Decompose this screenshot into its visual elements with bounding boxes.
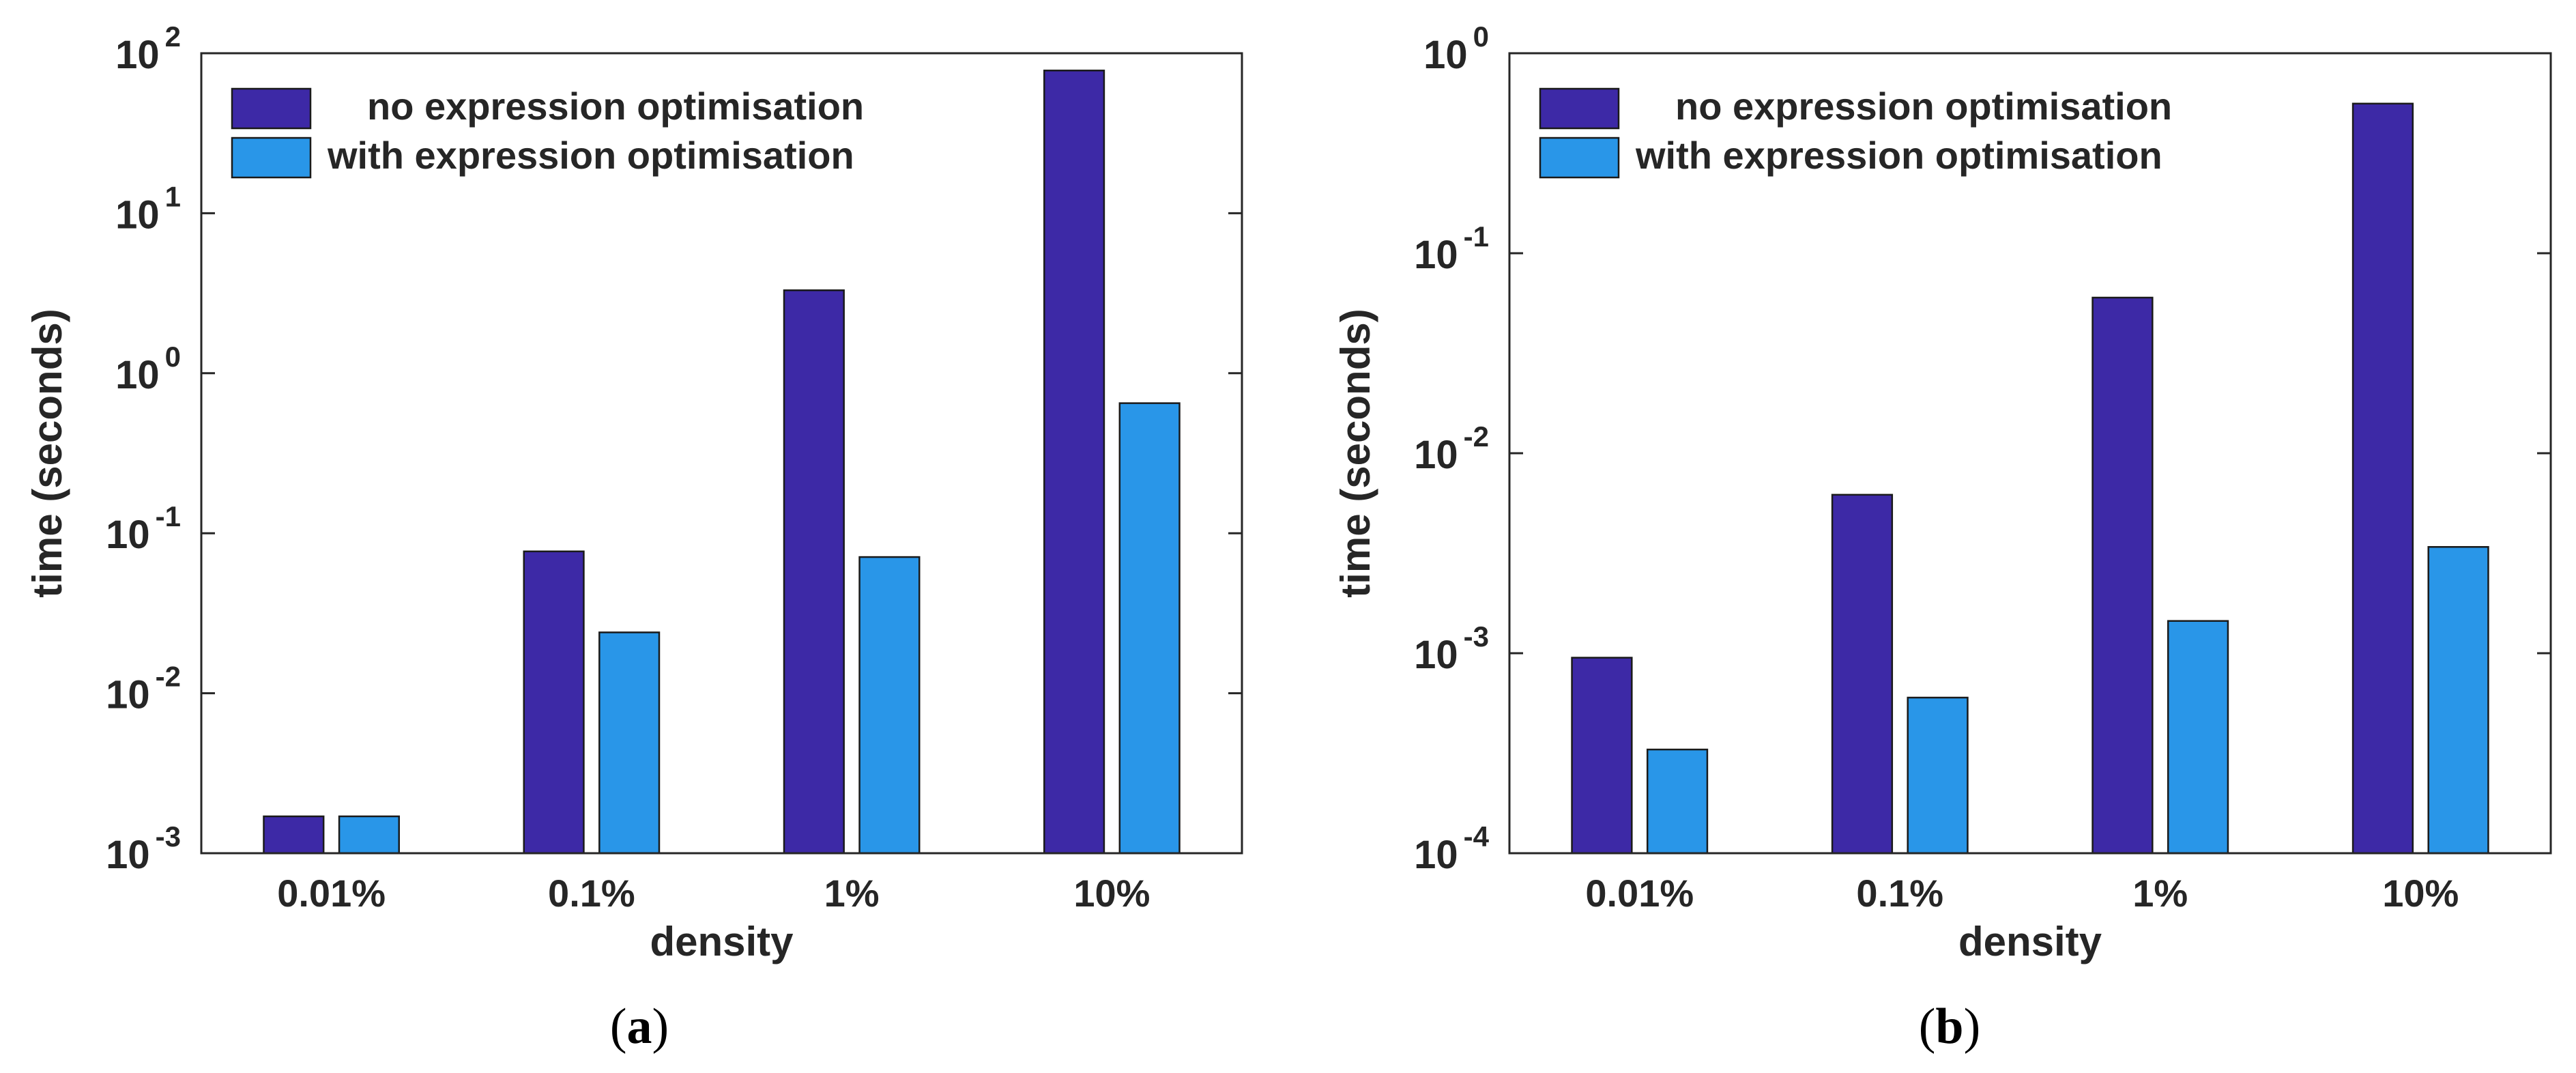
y-tick-label: 10 1 bbox=[115, 180, 181, 237]
y-tick-label: 10 -3 bbox=[106, 820, 181, 877]
chart-b: 0.01% 0.1% 1% 10% 10-4 10-3 10-2 10-1 10 0 density… bbox=[1333, 20, 2552, 1055]
legend-swatch bbox=[1539, 137, 1620, 179]
y-axis-label: time (seconds) bbox=[25, 309, 70, 597]
legend-label: no expression optimisation bbox=[1675, 85, 2172, 128]
y-tick-label: 10 -3 bbox=[1414, 620, 1489, 677]
bar-no-opt-1 bbox=[1831, 493, 1894, 855]
caption: (a) bbox=[610, 999, 669, 1055]
y-tick-label: 10 -2 bbox=[106, 661, 181, 717]
legend-label: with expression optimisation bbox=[327, 134, 854, 177]
y-tick-label: 10 -1 bbox=[1414, 220, 1489, 277]
bar-with-opt-0 bbox=[1646, 748, 1709, 855]
caption: (b) bbox=[1919, 999, 1980, 1055]
plot-frame bbox=[200, 52, 1243, 855]
legend-swatch bbox=[231, 137, 312, 179]
bar-with-opt-1 bbox=[598, 631, 661, 855]
y-tick-label: 10 2 bbox=[115, 20, 181, 77]
bar-no-opt-3 bbox=[2351, 102, 2414, 855]
bar-with-opt-1 bbox=[1907, 696, 1969, 855]
x-tick-label: 10% bbox=[2382, 872, 2459, 915]
x-tick-label: 0.1% bbox=[548, 872, 635, 915]
bar-no-opt-2 bbox=[783, 289, 845, 855]
x-tick-label: 1% bbox=[2132, 872, 2188, 915]
y-tick-label: 10 -4 bbox=[1414, 820, 1490, 877]
y-tick-label: 10 -2 bbox=[1414, 420, 1489, 477]
y-tick-label: 10 -1 bbox=[106, 500, 181, 557]
x-axis-label: density bbox=[1958, 919, 2102, 964]
legend-swatch bbox=[1539, 87, 1620, 130]
x-tick-label: 1% bbox=[824, 872, 880, 915]
x-tick-label: 10% bbox=[1073, 872, 1150, 915]
x-axis-label: density bbox=[650, 919, 794, 964]
bar-no-opt-0 bbox=[1571, 657, 1633, 855]
x-tick-label: 0.1% bbox=[1856, 872, 1943, 915]
bar-with-opt-2 bbox=[858, 556, 921, 855]
bar-no-opt-0 bbox=[263, 815, 325, 855]
bar-with-opt-3 bbox=[2427, 546, 2489, 855]
bar-with-opt-3 bbox=[1118, 402, 1181, 855]
bar-with-opt-2 bbox=[2167, 620, 2229, 855]
bar-no-opt-1 bbox=[523, 550, 585, 855]
bar-no-opt-2 bbox=[2092, 296, 2154, 855]
bar-no-opt-3 bbox=[1043, 70, 1105, 855]
y-axis-label: time (seconds) bbox=[1333, 309, 1378, 597]
bar-with-opt-0 bbox=[338, 815, 400, 855]
y-tick-label: 10 0 bbox=[1423, 20, 1489, 77]
x-tick-label: 0.01% bbox=[277, 872, 386, 915]
legend-label: no expression optimisation bbox=[367, 85, 864, 128]
x-tick-label: 0.01% bbox=[1585, 872, 1694, 915]
legend-label: with expression optimisation bbox=[1635, 134, 2162, 177]
y-tick-label: 10 0 bbox=[115, 341, 181, 397]
legend-swatch bbox=[231, 87, 312, 130]
